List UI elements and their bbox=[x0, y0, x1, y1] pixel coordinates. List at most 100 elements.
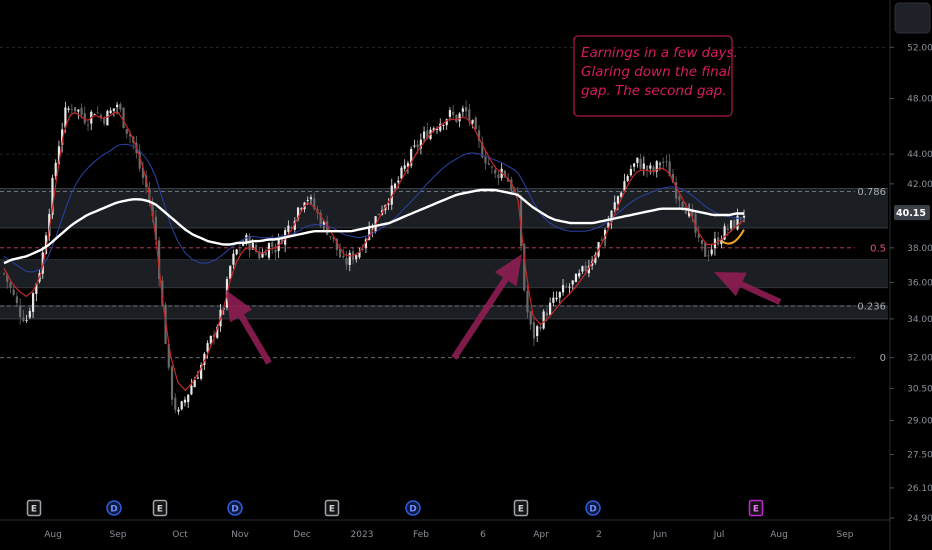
candle-body bbox=[9, 282, 12, 288]
candle-body bbox=[25, 320, 28, 321]
time-axis[interactable]: Aug Sep Oct Nov Dec 2023 Feb 6 Apr 2 Jun Jul Aug Sep bbox=[0, 519, 890, 540]
event-dividend[interactable]: D bbox=[405, 500, 421, 516]
candle-body bbox=[280, 238, 284, 244]
candle-body bbox=[536, 326, 539, 337]
candle-body bbox=[170, 366, 174, 400]
candle-body bbox=[203, 353, 206, 366]
candle-body bbox=[662, 161, 665, 163]
arrow-nov bbox=[226, 290, 272, 365]
candle-body bbox=[477, 130, 481, 141]
event-earnings[interactable]: E bbox=[513, 499, 529, 517]
candle-body bbox=[742, 215, 746, 218]
price-tick-label: 38.00 bbox=[907, 244, 932, 254]
earnings-marker[interactable] bbox=[513, 499, 529, 517]
event-label: D bbox=[589, 505, 596, 515]
arrow-jul bbox=[714, 272, 782, 305]
candle-body bbox=[691, 209, 694, 216]
candle-body bbox=[432, 128, 435, 131]
dividend-marker[interactable] bbox=[585, 500, 601, 516]
dividend-marker[interactable] bbox=[106, 500, 122, 516]
note-line: Earnings in a few days. bbox=[581, 45, 738, 61]
event-dividend[interactable]: D bbox=[227, 500, 243, 516]
candle-body bbox=[458, 113, 461, 122]
candle-body bbox=[704, 242, 707, 257]
candle-body bbox=[12, 289, 15, 295]
candle-body bbox=[387, 203, 390, 205]
candle-body bbox=[274, 249, 277, 253]
dividend-marker[interactable] bbox=[405, 500, 421, 516]
candle-body bbox=[413, 145, 416, 147]
chart-settings-button[interactable] bbox=[894, 2, 931, 34]
candle-body bbox=[461, 108, 464, 112]
candle-body bbox=[22, 317, 25, 322]
event-earnings[interactable]: E bbox=[152, 499, 168, 517]
candle-body bbox=[154, 216, 157, 240]
candle-body bbox=[642, 163, 645, 169]
event-label: D bbox=[409, 505, 416, 515]
candle-body bbox=[733, 219, 736, 229]
event-dividend[interactable]: D bbox=[106, 500, 122, 516]
candle-body bbox=[319, 212, 322, 227]
price-tick-label: 48.00 bbox=[907, 95, 932, 105]
candle-body bbox=[442, 125, 445, 126]
candle-body bbox=[277, 237, 280, 252]
last-price-tag bbox=[894, 205, 930, 221]
earnings-marker[interactable] bbox=[152, 499, 168, 517]
candle-body bbox=[561, 285, 565, 293]
candle-body bbox=[300, 208, 303, 210]
candle-body bbox=[529, 311, 532, 325]
price-tick-label: 29.00 bbox=[907, 417, 932, 427]
candle-body bbox=[109, 110, 112, 114]
candle-body bbox=[581, 266, 584, 272]
candle-body bbox=[555, 297, 558, 300]
ema-fast-line bbox=[3, 111, 745, 392]
candle-body bbox=[355, 255, 358, 260]
candle-body bbox=[28, 310, 31, 318]
candle-body bbox=[497, 174, 500, 179]
candle-body bbox=[83, 113, 86, 123]
fib-label-0.236: 0.236 bbox=[857, 301, 886, 312]
candle-body bbox=[671, 173, 675, 183]
candle-body bbox=[468, 109, 471, 121]
earnings-marker[interactable] bbox=[324, 499, 340, 517]
candle-body bbox=[290, 226, 293, 229]
candle-body bbox=[116, 104, 119, 108]
candle-body bbox=[445, 119, 448, 126]
event-earnings[interactable]: E bbox=[26, 499, 42, 517]
event-label: E bbox=[31, 505, 37, 515]
candle-body bbox=[70, 109, 73, 110]
candle-body bbox=[306, 200, 309, 201]
candle-body bbox=[6, 273, 9, 282]
candle-body bbox=[180, 401, 183, 410]
candle-body bbox=[125, 129, 128, 134]
candle-body bbox=[19, 305, 22, 318]
price-tick-label: 24.90 bbox=[907, 514, 932, 524]
candlestick-series bbox=[2, 100, 746, 415]
earnings-marker[interactable] bbox=[26, 499, 42, 517]
candle-body bbox=[122, 107, 125, 129]
price-axis[interactable]: 52.00 48.00 44.00 42.00 38.00 36.00 34.00 32.00… bbox=[889, 0, 932, 550]
candle-body bbox=[193, 379, 196, 388]
earnings-marker[interactable] bbox=[748, 499, 764, 517]
candle-body bbox=[206, 343, 209, 352]
settings-button-frame[interactable] bbox=[894, 2, 931, 34]
annotation-note[interactable]: Earnings in a few days. Glaring down the … bbox=[573, 35, 738, 117]
candle-body bbox=[128, 134, 132, 137]
candle-body bbox=[600, 239, 603, 241]
candle-body bbox=[174, 397, 177, 410]
event-earnings[interactable]: E bbox=[324, 499, 340, 517]
event-dividend[interactable]: D bbox=[585, 500, 601, 516]
candle-body bbox=[526, 290, 529, 313]
candle-body bbox=[490, 166, 494, 168]
candle-body bbox=[77, 109, 80, 112]
candle-body bbox=[539, 326, 542, 329]
dividend-marker[interactable] bbox=[227, 500, 243, 516]
candle-body bbox=[494, 169, 497, 174]
event-upcoming-earnings[interactable]: E bbox=[748, 499, 764, 517]
candle-body bbox=[332, 237, 335, 239]
candle-body bbox=[487, 163, 490, 165]
candle-body bbox=[707, 255, 710, 257]
candle-body bbox=[51, 177, 54, 215]
